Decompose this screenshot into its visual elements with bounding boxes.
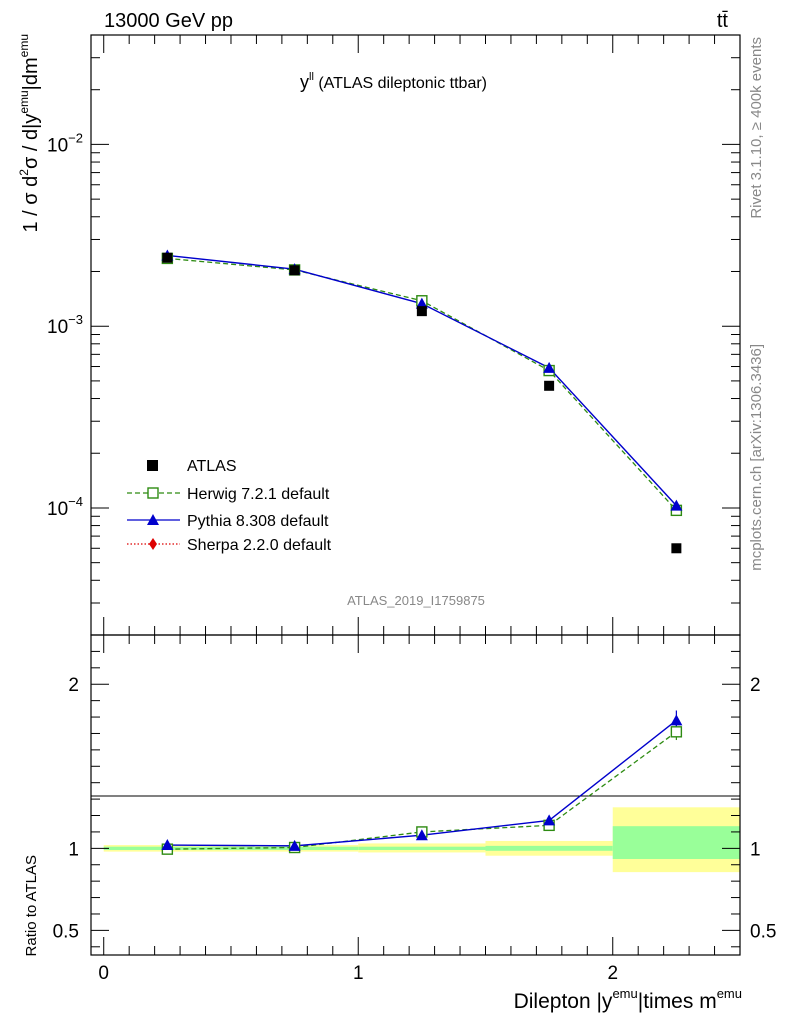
- ratio-y-tick-label-left: 2: [68, 675, 79, 696]
- main-y-tick-label: 10−3: [47, 312, 83, 338]
- ratio-y-tick-label-left: 1: [68, 839, 79, 860]
- legend-herwig-marker: [147, 487, 159, 499]
- main-series-group: [161, 249, 683, 554]
- mcplots-label: mcplots.cern.ch [arXiv:1306.3436]: [748, 344, 765, 571]
- main-y-axis-label: 1 / σ d2σ / d|yemu|dmemu: [17, 34, 42, 233]
- ratio-pythia-point: [670, 714, 683, 726]
- ratio-y-tick-label-right: 2: [750, 675, 761, 696]
- ratio-band-green: [358, 846, 486, 850]
- ratio-band-green: [612, 826, 740, 859]
- pythia-point: [415, 297, 428, 309]
- ratio-y-tick-label-right: 0.5: [750, 921, 776, 942]
- x-tick-label: 2: [607, 963, 618, 984]
- legend-herwig-label: Herwig 7.2.1 default: [187, 486, 330, 503]
- xlabel-part-2: |times m: [638, 990, 717, 1013]
- header-left: 13000 GeV pp: [104, 10, 233, 32]
- legend-sherpa-marker: [149, 538, 157, 550]
- tick-base: 10: [47, 135, 68, 156]
- ylabel-part-3: |dm: [20, 57, 42, 90]
- tick-base: 10: [47, 499, 68, 520]
- tick-exponent: −4: [68, 494, 83, 509]
- rivet-label: Rivet 3.1.10, ≥ 400k events: [748, 37, 765, 219]
- ratio-y-tick-label-left: 0.5: [53, 921, 79, 942]
- xlabel-part-1: Dilepton |y: [514, 990, 613, 1013]
- atlas-point: [544, 380, 555, 391]
- ratio-herwig-point: [670, 726, 683, 738]
- ratio-pythia-point: [288, 839, 301, 851]
- legend-atlas-marker: [147, 460, 158, 471]
- main-title: yll (ATLAS dileptonic ttbar): [300, 71, 487, 92]
- main-y-tick-label: 10−2: [47, 130, 83, 156]
- legend: ATLAS Herwig 7.2.1 default Pythia 8.308 …: [127, 458, 332, 554]
- x-tick-label: 0: [98, 963, 109, 984]
- ylabel-part-2: σ / d|y: [20, 114, 42, 169]
- header-right: tt̄: [717, 10, 729, 32]
- x-tick-label: 1: [353, 963, 364, 984]
- ratio-band-green: [485, 845, 613, 851]
- ratio-plot-frame: [90, 634, 741, 956]
- ratio-pythia-point: [543, 814, 556, 826]
- atlas-point: [162, 252, 173, 263]
- legend-pythia-label: Pythia 8.308 default: [187, 513, 329, 530]
- tick-exponent: −2: [68, 130, 83, 145]
- ratio-y-axis-label: Ratio to ATLAS: [23, 855, 40, 956]
- tick-base: 10: [47, 317, 68, 338]
- pythia-point: [543, 361, 556, 373]
- ratio-pythia-point: [161, 839, 174, 851]
- ylabel-sup-1: 2: [17, 169, 31, 176]
- xlabel-sup-2: emu: [717, 986, 742, 1001]
- ylabel-sup-3: emu: [17, 34, 31, 57]
- main-panel: 10−410−310−2 yll (ATLAS dileptonic ttbar…: [17, 34, 741, 636]
- legend-sherpa-label: Sherpa 2.2.0 default: [187, 537, 332, 554]
- tick-exponent: −3: [68, 312, 83, 327]
- legend-atlas-label: ATLAS: [187, 458, 237, 475]
- watermark: ATLAS_2019_I1759875: [347, 593, 485, 608]
- main-y-tick-label: 10−4: [47, 494, 83, 520]
- xlabel-sup-1: emu: [612, 986, 637, 1001]
- ratio-panel: 0.5 0.5 1 1 2 2 0 1 2 Ratio to ATLAS Dilepton |y…: [23, 634, 776, 1013]
- ratio-herwig-line: [167, 731, 677, 850]
- atlas-point: [671, 543, 682, 554]
- main-title-suffix: (ATLAS dileptonic ttbar): [314, 75, 487, 92]
- ratio-series-group: [161, 710, 683, 855]
- ratio-y-tick-label-right: 1: [750, 839, 761, 860]
- atlas-point: [289, 265, 300, 276]
- main-title-prefix: y: [300, 72, 309, 92]
- ylabel-sup-2: emu: [17, 90, 31, 113]
- pythia-point: [670, 499, 683, 511]
- x-axis-label: Dilepton |yemu|times memu: [514, 986, 742, 1013]
- atlas-point: [416, 306, 427, 317]
- ylabel-part-1: 1 / σ d: [20, 176, 42, 233]
- ratio-pythia-point: [415, 829, 428, 841]
- pythia-line: [167, 254, 677, 507]
- main-title-sup: ll: [309, 71, 314, 83]
- legend-pythia-marker: [147, 514, 159, 525]
